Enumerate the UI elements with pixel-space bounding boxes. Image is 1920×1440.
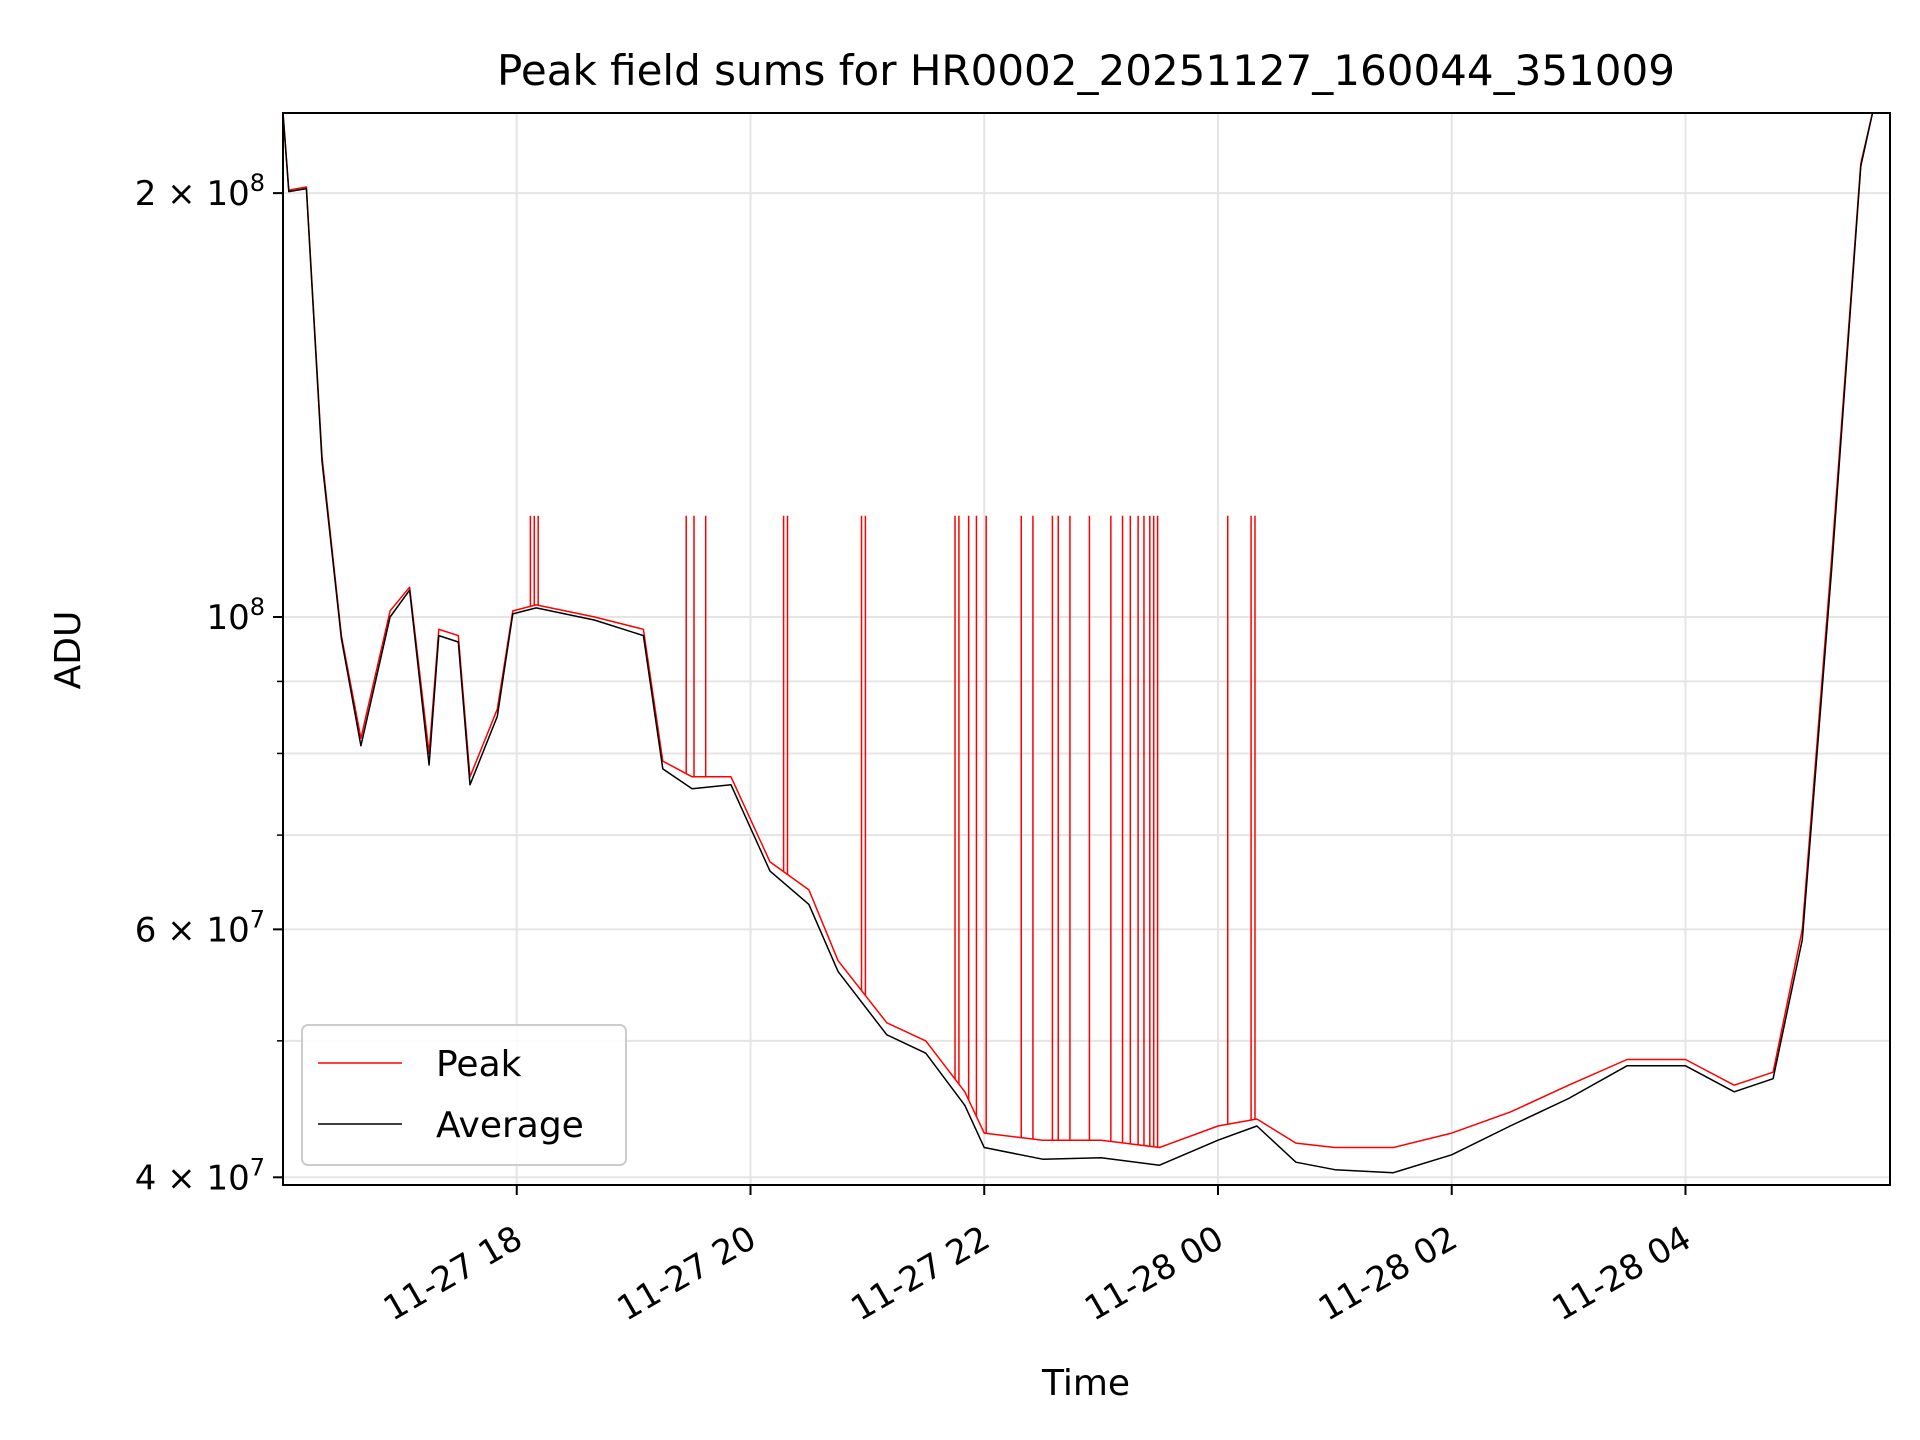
y-tick-label-exponent: 8 (250, 169, 265, 197)
series-group (282, 112, 1874, 1174)
y-tick-label: 4 × 107 (135, 1153, 265, 1198)
legend-label-peak: Peak (436, 1044, 522, 1085)
series-line-peak (282, 112, 1874, 1149)
y-tick-label: 108 (206, 593, 265, 638)
y-tick-label-base: 4 × 10 (135, 1158, 250, 1198)
y-tick-label-base: 10 (206, 598, 249, 638)
grid (283, 113, 1890, 1185)
series-line-average (282, 112, 1874, 1174)
y-tick-label-base: 2 × 10 (135, 174, 250, 214)
y-axis-label: ADU (48, 611, 89, 690)
x-axis-label: Time (1041, 1363, 1130, 1404)
legend-box (301, 1024, 627, 1166)
y-tick-label-base: 6 × 10 (135, 910, 250, 950)
y-tick-label-exponent: 7 (250, 905, 265, 933)
y-tick-label: 2 × 108 (135, 169, 265, 214)
legend: Peak Average (301, 1024, 627, 1166)
legend-label-average: Average (436, 1105, 584, 1146)
chart-title: Peak field sums for HR0002_20251127_1600… (497, 46, 1675, 95)
y-tick-label-exponent: 7 (250, 1153, 265, 1181)
y-tick-label-exponent: 8 (250, 593, 265, 621)
y-tick-label: 6 × 107 (135, 905, 265, 950)
plot-frame (282, 112, 1891, 1186)
